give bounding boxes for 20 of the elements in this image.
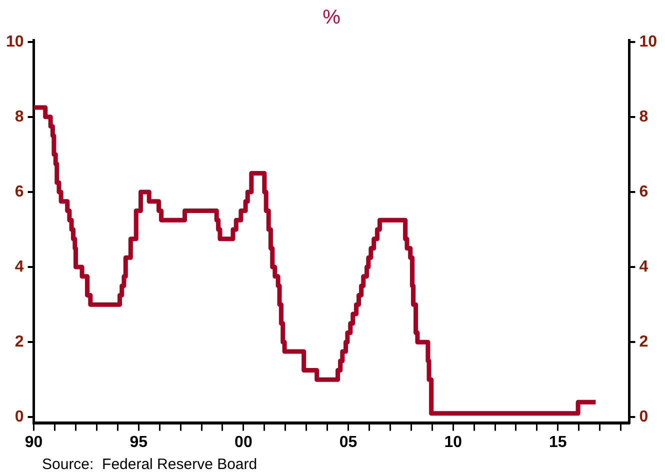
x-tick-label: 10 bbox=[444, 434, 462, 451]
x-tick-label: 00 bbox=[234, 434, 252, 451]
y2-tick-label: 10 bbox=[639, 33, 658, 50]
y2-tick-label: 0 bbox=[639, 408, 648, 426]
y-tick-label: 2 bbox=[14, 334, 24, 351]
x-tick-label: 95 bbox=[130, 434, 148, 451]
x-tick-label: 90 bbox=[24, 434, 43, 451]
y2-tick-label: 6 bbox=[639, 183, 648, 200]
chart-title: % bbox=[322, 6, 341, 29]
source-note: Source: Federal Reserve Board bbox=[42, 456, 258, 473]
y-tick-label: 6 bbox=[14, 183, 24, 200]
y-tick-label: 0 bbox=[14, 408, 24, 426]
y-tick-label: 4 bbox=[14, 258, 24, 276]
x-tick-label: 05 bbox=[339, 434, 358, 451]
y2-tick-label: 2 bbox=[639, 334, 648, 351]
x-tick-label: 15 bbox=[549, 434, 567, 451]
y-tick-label: 10 bbox=[6, 33, 24, 50]
y2-tick-label: 4 bbox=[639, 258, 648, 276]
y-tick-label: 8 bbox=[14, 108, 24, 126]
y2-tick-label: 8 bbox=[639, 108, 648, 126]
